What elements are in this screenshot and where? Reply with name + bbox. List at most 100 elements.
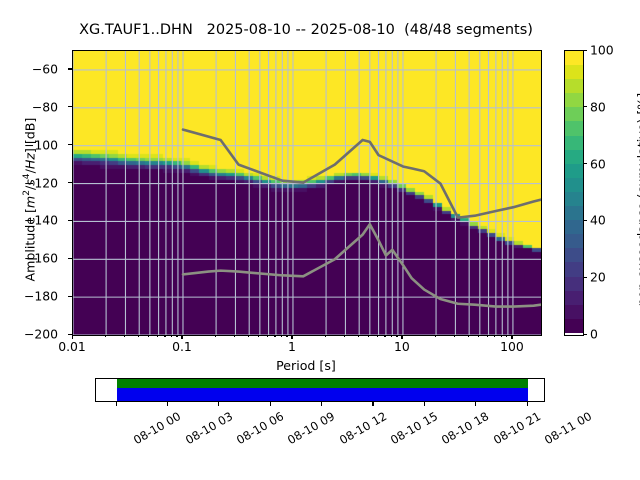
colorbar-segment (565, 107, 583, 122)
timeline-tick-label: 08-10 15 (387, 409, 441, 448)
colorbar-tick-label: 80 (590, 99, 606, 115)
x-minor-tick-mark (170, 335, 172, 338)
x-minor-tick-mark (500, 335, 502, 338)
x-tick-mark (511, 335, 513, 339)
x-minor-tick-mark (494, 335, 496, 338)
x-tick-mark (401, 335, 403, 339)
colorbar-tick-mark (583, 106, 587, 108)
x-minor-tick-mark (280, 335, 282, 338)
y-axis-label: Amplitude [m2/s4/Hz] [dB] (22, 50, 37, 350)
coverage-bar-blue (117, 388, 528, 401)
y-tick-mark (68, 219, 72, 221)
timeline-tick-mark (115, 402, 117, 406)
timeline-tick-label: 08-10 06 (233, 409, 286, 448)
timeline-tick-label: 08-10 12 (336, 409, 389, 448)
x-minor-tick-mark (357, 335, 359, 338)
y-tick-label: −140 (23, 212, 58, 228)
y-tick-mark (68, 68, 72, 70)
y-tick-label: −120 (23, 175, 58, 191)
colorbar-tick-label: 20 (590, 269, 606, 285)
timeline-tick-label: 08-10 03 (182, 409, 235, 448)
colorbar-segment (565, 234, 583, 249)
timeline-tick-mark (167, 402, 169, 406)
x-minor-tick-mark (233, 335, 236, 338)
x-tick-label: 1 (288, 339, 296, 354)
colorbar-tick-mark (583, 333, 587, 335)
x-tick-mark (291, 335, 293, 339)
y-tick-mark (68, 295, 72, 297)
timeline-tick-mark (321, 402, 323, 406)
colorbar-segment (565, 135, 583, 150)
x-minor-tick-mark (467, 335, 469, 338)
x-minor-tick-mark (104, 335, 106, 338)
x-tick-label: 0.1 (172, 339, 192, 354)
x-minor-tick-mark (258, 335, 260, 338)
plot-gridlines (73, 51, 541, 335)
x-minor-tick-mark (324, 335, 326, 338)
x-tick-label: 10 (394, 339, 410, 354)
x-minor-tick-mark (343, 335, 346, 338)
timeline-tick-label: 08-10 18 (439, 409, 492, 448)
x-minor-tick-mark (434, 335, 436, 338)
y-tick-label: −160 (23, 250, 58, 266)
colorbar-segment (565, 149, 583, 164)
x-minor-tick-mark (123, 335, 126, 338)
x-axis-label: Period [s] (276, 358, 336, 373)
ppsd-density-image (73, 51, 541, 335)
x-minor-tick-mark (396, 335, 398, 338)
x-minor-tick-mark (377, 335, 379, 338)
nlnm-curve (181, 222, 541, 308)
y-tick-mark (68, 182, 72, 184)
x-minor-tick-mark (506, 335, 508, 338)
colorbar (564, 50, 584, 336)
coverage-bar-green (117, 379, 528, 388)
x-minor-tick-mark (214, 335, 216, 338)
timeline-tick-label: 08-10 09 (285, 409, 338, 448)
noise-model-curves (181, 128, 541, 308)
y-tick-mark (68, 144, 72, 146)
colorbar-segment (565, 220, 583, 235)
colorbar-segment (565, 206, 583, 221)
x-minor-tick-mark (164, 335, 166, 338)
y-tick-label: −80 (31, 99, 58, 115)
x-minor-tick-mark (453, 335, 455, 338)
timeline-tick-mark (269, 402, 271, 406)
timeline-tick-label: 08-10 00 (131, 409, 184, 448)
colorbar-tick-label: 100 (590, 42, 614, 58)
colorbar-tick-mark (583, 49, 587, 51)
x-tick-mark (181, 335, 183, 339)
x-minor-tick-mark (137, 335, 139, 338)
colorbar-segment (565, 93, 583, 108)
colorbar-segment (565, 262, 583, 277)
x-minor-tick-mark (176, 335, 178, 338)
x-minor-tick-mark (384, 335, 386, 338)
timeline-tick-mark (475, 402, 477, 406)
x-minor-tick-mark (478, 335, 480, 338)
x-minor-tick-mark (274, 335, 276, 338)
y-tick-label: −200 (23, 326, 58, 342)
colorbar-segment (565, 79, 583, 94)
x-tick-label: 100 (500, 339, 524, 354)
colorbar-segment (565, 191, 583, 207)
timeline-tick-mark (423, 402, 425, 406)
y-tick-mark (68, 257, 72, 259)
x-minor-tick-mark (247, 335, 249, 338)
x-minor-tick-mark (267, 335, 269, 338)
x-minor-tick-mark (390, 335, 392, 338)
y-tick-mark (68, 333, 72, 335)
x-minor-tick-mark (148, 335, 150, 338)
timeline-tick-mark (526, 402, 528, 406)
x-minor-tick-mark (286, 335, 288, 338)
x-minor-tick-mark (368, 335, 370, 338)
colorbar-segment (565, 304, 583, 319)
ppsd-plot-area (72, 50, 542, 336)
colorbar-tick-mark (583, 219, 587, 221)
y-tick-label: −180 (23, 288, 58, 304)
nhnm-curve (181, 128, 541, 219)
timeline-tick-label: 08-10 21 (490, 409, 543, 448)
timeline-tick-mark (372, 402, 374, 406)
colorbar-segment (565, 276, 583, 291)
colorbar-segment (565, 318, 583, 333)
timeline-tick-label: 08-11 00 (541, 409, 595, 448)
